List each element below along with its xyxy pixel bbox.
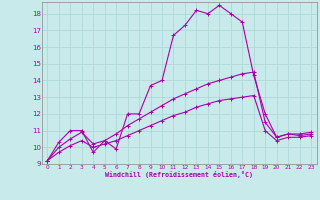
X-axis label: Windchill (Refroidissement éolien,°C): Windchill (Refroidissement éolien,°C) — [105, 171, 253, 178]
